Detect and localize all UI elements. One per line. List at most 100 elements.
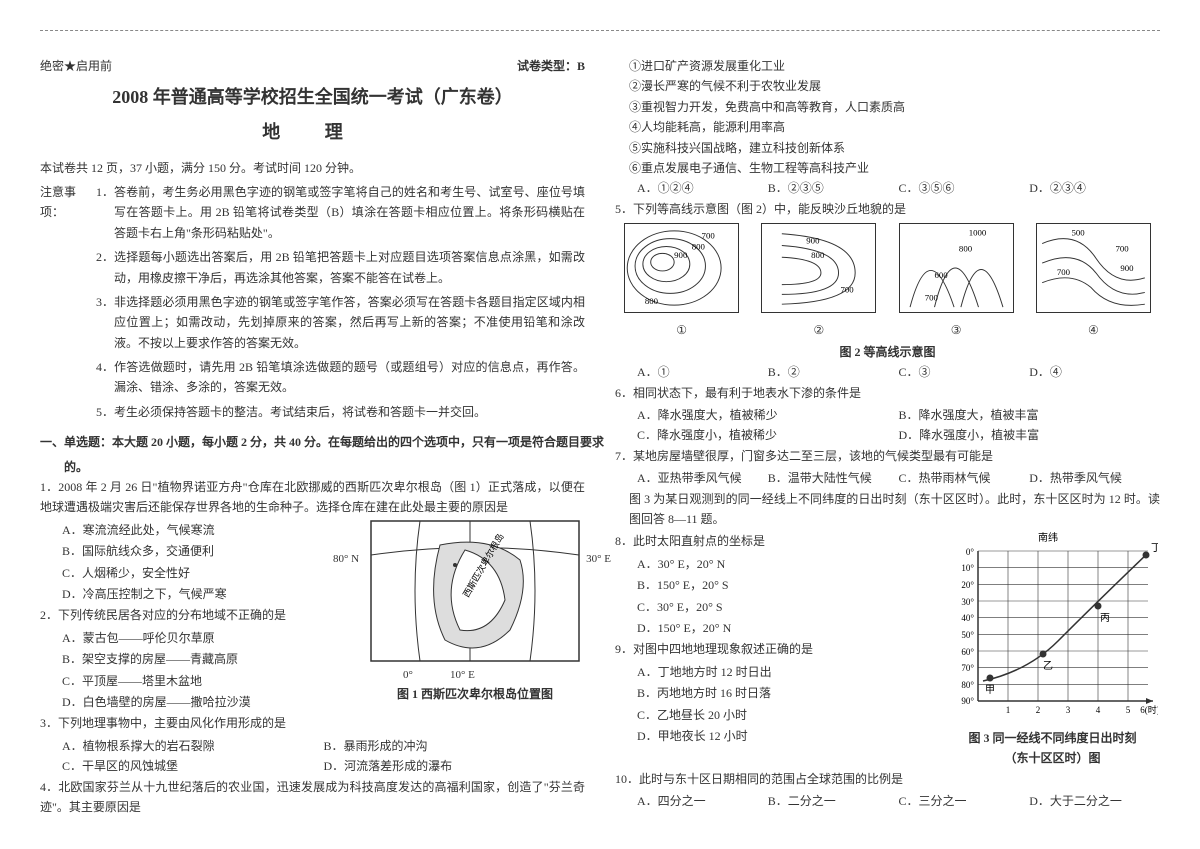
q10-opt-d: D．大于二分之一 <box>1029 791 1160 811</box>
contour-figures: 700 800 900 800 ① 900 800 700 ② <box>615 223 1160 340</box>
q3-stem: 3．下列地理事物中，主要由风化作用形成的是 <box>40 713 585 733</box>
q5-choice-c: C．③ <box>899 362 1030 382</box>
notice-block: 注意事项： 1．答卷前，考生务必用黑色字迹的钢笔或签字笔将自己的姓名和考生号、试… <box>40 182 585 426</box>
contour-4: 500 700 900 700 ④ <box>1027 223 1160 340</box>
left-column: 绝密★启用前 试卷类型：B 2008 年普通高等学校招生全国统一考试（广东卷） … <box>40 56 585 819</box>
q7-options: A．亚热带季风气候 B．温带大陆性气候 C．热带雨林气候 D．热带季风气候 <box>615 468 1160 488</box>
top-separator <box>40 30 1160 31</box>
q3-opt-c: C．干旱区的风蚀城堡 <box>62 756 324 776</box>
q5-choice-d: D．④ <box>1029 362 1160 382</box>
svg-text:60°: 60° <box>961 647 974 657</box>
svg-text:3: 3 <box>1065 705 1070 715</box>
subject-title: 地 理 <box>40 117 585 148</box>
paper-type: 试卷类型：B <box>517 56 585 76</box>
right-column: ①进口矿产资源发展重化工业 ②漫长严寒的气候不利于农牧业发展 ③重视智力开发，免… <box>615 56 1160 819</box>
svg-text:南纬: 南纬 <box>1038 531 1058 544</box>
svg-text:50°: 50° <box>961 630 974 640</box>
main-title: 2008 年普通高等学校招生全国统一考试（广东卷） <box>40 82 585 113</box>
svg-text:10°: 10° <box>961 563 974 573</box>
contour-3: 1000 800 600 700 ③ <box>890 223 1023 340</box>
notice-num: 1． <box>96 182 114 243</box>
notice-text: 非选择题必须用黑色字迹的钢笔或签字笔作答，答案必须写在答题卡各题目指定区域内相应… <box>114 292 585 353</box>
contour-1: 700 800 900 800 ① <box>615 223 748 340</box>
q7-opt-a: A．亚热带季风气候 <box>637 468 768 488</box>
q3-opt-b: B．暴雨形成的冲沟 <box>324 736 586 756</box>
q6-opt-a: A．降水强度大，植被稀少 <box>637 405 899 425</box>
section1-title-b: 的。 <box>40 457 585 477</box>
q4-item-1: ①进口矿产资源发展重化工业 <box>629 56 1160 76</box>
q5-choice-b: B．② <box>768 362 899 382</box>
q5-choice-a: A．① <box>637 362 768 382</box>
fig1-30e: 30° E <box>586 550 611 569</box>
svg-text:500: 500 <box>1071 228 1085 238</box>
header-meta: 绝密★启用前 试卷类型：B <box>40 56 585 76</box>
svg-text:800: 800 <box>645 296 659 306</box>
svg-text:2: 2 <box>1035 705 1040 715</box>
contour-1-label: ① <box>615 320 748 340</box>
svg-text:800: 800 <box>812 250 826 260</box>
q4-choices: A．①②④ B．②③⑤ C．③⑤⑥ D．②③④ <box>615 178 1160 198</box>
q5-stem: 5．下列等高线示意图（图 2）中，能反映沙丘地貌的是 <box>615 199 1160 219</box>
svg-text:5: 5 <box>1125 705 1130 715</box>
q10-opt-a: A．四分之一 <box>637 791 768 811</box>
contour-4-label: ④ <box>1027 320 1160 340</box>
q7-opt-d: D．热带季风气候 <box>1029 468 1160 488</box>
svg-text:丁: 丁 <box>1151 543 1158 554</box>
svg-text:30°: 30° <box>961 597 974 607</box>
fig1-0: 0° <box>403 666 413 685</box>
q4-choice-a: A．①②④ <box>637 178 768 198</box>
fig1-80n: 80° N <box>333 550 359 569</box>
q5-choices: A．① B．② C．③ D．④ <box>615 362 1160 382</box>
svg-text:乙: 乙 <box>1043 660 1053 672</box>
section1-title: 一、单选题：本大题 20 小题，每小题 2 分，共 40 分。在每题给出的四个选… <box>40 432 585 452</box>
q6-opt-b: B．降水强度大，植被丰富 <box>899 405 1161 425</box>
q4-item-2: ②漫长严寒的气候不利于农牧业发展 <box>629 76 1160 96</box>
secret-label: 绝密★启用前 <box>40 56 112 76</box>
svg-text:700: 700 <box>924 292 938 302</box>
q10-opt-c: C．三分之一 <box>899 791 1030 811</box>
notice-text: 考生必须保持答题卡的整洁。考试结束后，将试卷和答题卡一并交回。 <box>114 402 585 422</box>
figure-3: 南纬 0° 10° 20° <box>945 531 1160 768</box>
contour-2-label: ② <box>752 320 885 340</box>
svg-text:700: 700 <box>1057 267 1071 277</box>
q4-item-4: ④人均能耗高，能源利用率高 <box>629 117 1160 137</box>
notice-num: 5． <box>96 402 114 422</box>
svg-text:900: 900 <box>1120 263 1134 273</box>
contour-3-label: ③ <box>890 320 1023 340</box>
q6-opt-d: D．降水强度小，植被丰富 <box>899 425 1161 445</box>
svg-text:70°: 70° <box>961 663 974 673</box>
q6-stem: 6．相同状态下，最有利于地表水下渗的条件是 <box>615 383 1160 403</box>
svg-text:80°: 80° <box>961 680 974 690</box>
q4-item-6: ⑥重点发展电子通信、生物工程等高科技产业 <box>629 158 1160 178</box>
svg-text:900: 900 <box>807 236 821 246</box>
q3-opt-a: A．植物根系撑大的岩石裂隙 <box>62 736 324 756</box>
svg-text:20°: 20° <box>961 580 974 590</box>
notice-num: 4． <box>96 357 114 398</box>
q7-opt-c: C．热带雨林气候 <box>899 468 1030 488</box>
intro-8-11: 图 3 为某日观测到的同一经线上不同纬度的日出时刻（东十区区时）。此时，东十区区… <box>615 489 1160 530</box>
svg-text:800: 800 <box>959 244 973 254</box>
svg-text:0°: 0° <box>965 547 974 557</box>
exam-info: 本试卷共 12 页，37 小题，满分 150 分。考试时间 120 分钟。 <box>40 158 585 178</box>
section1-title-a: 一、单选题：本大题 20 小题，每小题 2 分，共 40 分。在每题给出的四个选… <box>40 432 604 452</box>
fig3-caption-2: （东十区区时）图 <box>945 748 1160 768</box>
notice-text: 选择题每小题选出答案后，用 2B 铅笔把答题卡上对应题目选项答案信息点涂黑，如需… <box>114 247 585 288</box>
svg-text:1000: 1000 <box>968 228 986 238</box>
svg-text:6(时): 6(时) <box>1140 704 1158 715</box>
q4-stem: 4．北欧国家芬兰从十九世纪落后的农业国，迅速发展成为科技高度发达的高福利国家，创… <box>40 777 585 818</box>
q6-opt-c: C．降水强度小，植被稀少 <box>637 425 899 445</box>
fig3-caption-1: 图 3 同一经线不同纬度日出时刻 <box>945 728 1160 748</box>
svg-text:700: 700 <box>1115 244 1129 254</box>
q4-choice-c: C．③⑤⑥ <box>899 178 1030 198</box>
page-container: 绝密★启用前 试卷类型：B 2008 年普通高等学校招生全国统一考试（广东卷） … <box>40 56 1160 819</box>
q7-stem: 7．某地房屋墙壁很厚，门窗多达二至三层，该地的气候类型最有可能是 <box>615 446 1160 466</box>
q1-stem: 1．2008 年 2 月 26 日"植物界诺亚方舟"仓库在北欧挪威的西斯匹次卑尔… <box>40 477 585 518</box>
notice-num: 2． <box>96 247 114 288</box>
svg-text:4: 4 <box>1095 705 1100 715</box>
q3-opt-d: D．河流落差形成的瀑布 <box>324 756 586 776</box>
notice-num: 3． <box>96 292 114 353</box>
svg-text:900: 900 <box>674 250 688 260</box>
q4-item-3: ③重视智力开发，免费高中和高等教育，人口素质高 <box>629 97 1160 117</box>
svg-text:800: 800 <box>692 242 706 252</box>
fig1-caption: 图 1 西斯匹次卑尔根岛位置图 <box>365 684 585 704</box>
